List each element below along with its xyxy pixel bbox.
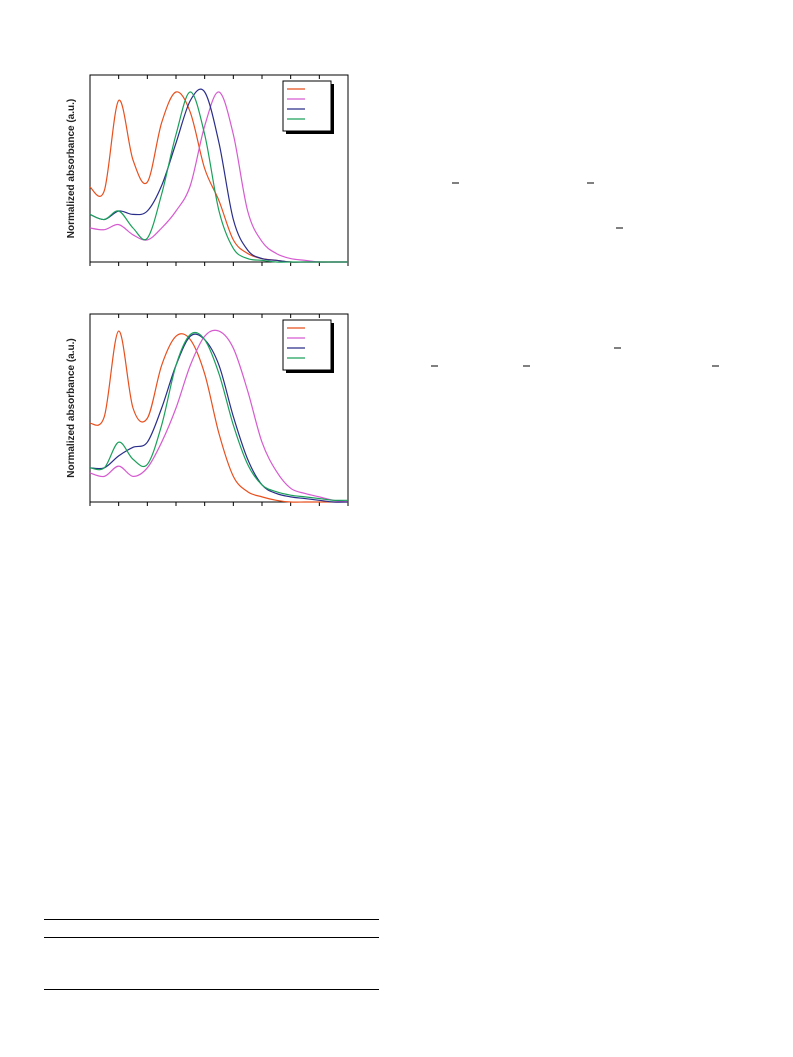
series-line <box>89 91 348 263</box>
plot-frame <box>89 313 349 503</box>
overbars <box>431 182 719 367</box>
plot-frame <box>89 74 349 263</box>
series-line <box>89 331 349 502</box>
series-line <box>89 91 348 263</box>
series-line <box>89 333 349 503</box>
y-axis-label: Normalized absorbance (a.u.) <box>66 338 77 477</box>
series-line <box>89 329 349 503</box>
series-line <box>89 330 348 503</box>
y-axis-label: Normalized absorbance (a.u.) <box>66 99 77 238</box>
table-rules <box>44 919 379 990</box>
